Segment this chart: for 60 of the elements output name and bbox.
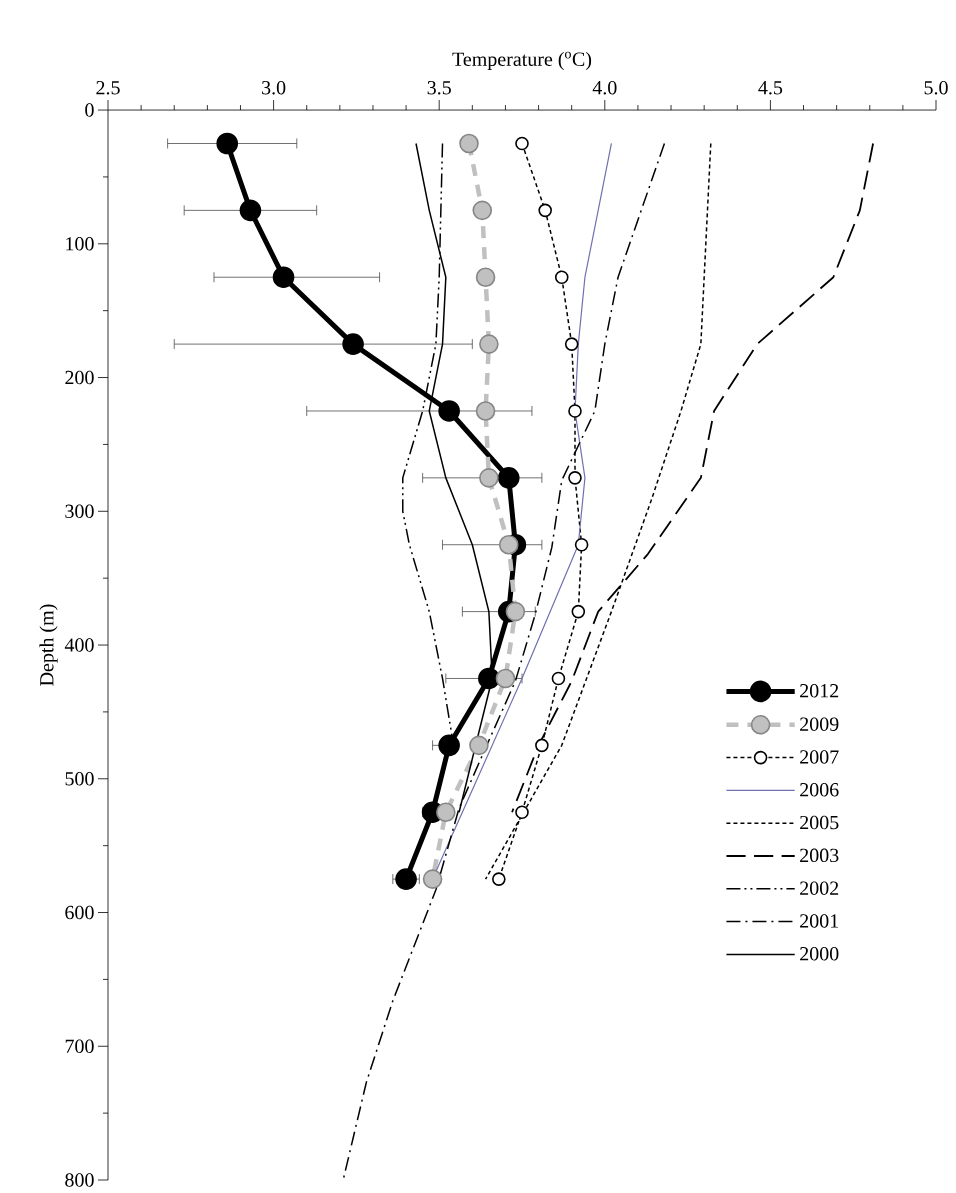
point [479, 334, 499, 354]
y-tick-label: 700 [65, 1039, 94, 1054]
line-series [342, 142, 666, 1181]
point [554, 270, 569, 285]
x-tick-label: 4.0 [592, 80, 617, 95]
point [422, 869, 443, 889]
point [515, 805, 529, 820]
point [571, 604, 586, 619]
legend-label: 2001 [800, 914, 839, 928]
point [497, 467, 520, 489]
legend-label: 2007 [800, 750, 839, 764]
point [239, 199, 262, 222]
x-tick-label: 2.5 [96, 81, 120, 95]
legend-label: 2003 [800, 848, 839, 863]
point [395, 868, 417, 890]
legend-label: 2006 [800, 783, 839, 797]
y-tick-label: 300 [65, 504, 94, 519]
point [495, 668, 516, 689]
point [568, 471, 582, 485]
point [492, 872, 506, 886]
point [478, 667, 500, 690]
legend-label: 2005 [800, 815, 839, 830]
point [535, 738, 549, 753]
y-axis-title: Depth (m) [39, 604, 58, 686]
point [438, 400, 460, 422]
x-tick-label: 5.0 [924, 80, 948, 95]
point [459, 133, 479, 154]
point [216, 132, 239, 155]
y-tick-label: 100 [66, 237, 94, 251]
point [438, 734, 460, 757]
y-tick-label: 400 [64, 638, 94, 652]
x-axis-title: Temperature ($^{o}$C) [452, 51, 592, 71]
point [574, 537, 589, 552]
point [568, 404, 582, 418]
y-tick-label: 800 [65, 1173, 94, 1187]
legend-label: 2009 [800, 717, 839, 731]
y-tick-label: 500 [65, 772, 94, 786]
point [436, 802, 456, 823]
point [538, 203, 552, 218]
point [342, 333, 364, 355]
point [272, 266, 295, 289]
y-tick-label: 200 [65, 370, 94, 385]
y-tick-label: 0 [85, 103, 94, 117]
x-tick-label: 4.5 [758, 81, 783, 95]
point [564, 337, 579, 351]
point [475, 401, 496, 421]
point [551, 671, 566, 686]
legend-label: 2000 [800, 947, 839, 961]
point [475, 267, 496, 288]
point [472, 200, 493, 221]
point [479, 468, 499, 488]
point [498, 534, 519, 555]
legend-label: 2012 [800, 684, 839, 698]
point [515, 136, 529, 151]
point [469, 735, 489, 756]
legend-label: 2002 [800, 881, 839, 895]
x-tick-label: 3.5 [427, 81, 451, 95]
x-tick-label: 3.0 [262, 80, 286, 95]
point [505, 601, 526, 622]
y-tick-label: 600 [65, 905, 94, 920]
